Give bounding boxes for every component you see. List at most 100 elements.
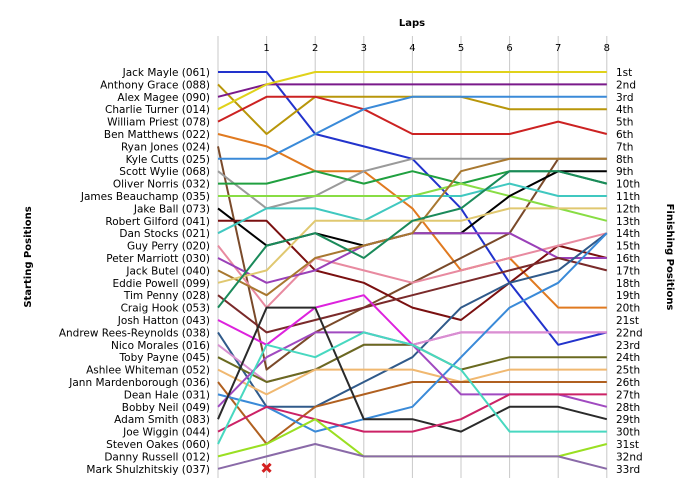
finishing-position-label: 21st [616, 315, 639, 327]
finishing-position-label: 1st [616, 67, 632, 79]
starting-position-label: Charlie Turner (014) [105, 104, 210, 116]
finishing-position-label: 29th [616, 414, 640, 426]
starting-position-label: Bobby Neil (049) [122, 402, 210, 414]
finishing-position-label: 27th [616, 389, 640, 401]
starting-position-label: Steven Oakes (060) [106, 439, 210, 451]
finishing-position-label: 30th [616, 427, 640, 439]
starting-position-label: Toby Payne (045) [119, 352, 210, 364]
starting-position-label: Scott Wylie (068) [119, 166, 210, 178]
starting-position-label: Peter Marriott (030) [106, 253, 210, 265]
x-tick-label: 2 [312, 43, 318, 54]
starting-position-label: Anthony Grace (088) [100, 79, 210, 91]
finishing-position-label: 4th [616, 104, 633, 116]
starting-position-label: Jake Ball (073) [133, 203, 210, 215]
finishing-position-label: 9th [616, 166, 633, 178]
finishing-position-label: 6th [616, 129, 633, 141]
starting-position-label: Guy Perry (020) [127, 241, 210, 253]
driver-line [217, 232, 608, 408]
x-tick-label: 7 [555, 43, 561, 54]
starting-position-label: Nico Morales (016) [111, 340, 210, 352]
driver-line [217, 170, 608, 309]
finishing-position-label: 25th [616, 365, 640, 377]
y-axis-title-right: Finishing Positions [664, 204, 675, 311]
driver-line [218, 219, 608, 321]
x-axis-title: Laps [399, 18, 425, 29]
starting-position-label: Danny Russell (012) [104, 451, 210, 463]
finishing-position-label: 10th [616, 179, 640, 191]
starting-position-label: Josh Hatton (043) [117, 315, 210, 327]
starting-position-label: Alex Magee (090) [117, 92, 210, 104]
finishing-position-label: 28th [616, 402, 640, 414]
starting-position-label: Kyle Cutts (025) [126, 154, 210, 166]
finishing-position-label: 5th [616, 117, 633, 129]
starting-position-label: Adam Smith (083) [114, 414, 210, 426]
starting-labels: Jack Mayle (061)Anthony Grace (088)Alex … [59, 67, 210, 476]
x-tick-label: 1 [263, 43, 269, 54]
starting-position-label: Robert Gilford (041) [105, 216, 210, 228]
starting-position-label: Craig Hook (053) [121, 303, 210, 315]
finishing-position-label: 7th [616, 141, 633, 153]
starting-position-label: William Priest (078) [107, 117, 210, 129]
starting-position-label: Dean Hale (031) [124, 389, 210, 401]
finishing-position-label: 33rd [616, 464, 640, 476]
finishing-position-label: 22nd [616, 327, 643, 339]
driver-line [217, 83, 607, 98]
finishing-position-label: 20th [616, 303, 640, 315]
driver-line [217, 157, 607, 297]
starting-position-label: Eddie Powell (099) [112, 278, 210, 290]
x-tick-label: 6 [506, 43, 512, 54]
starting-position-label: Mark Shulzhitskiy (037) [86, 464, 210, 476]
x-tick-label: 4 [409, 43, 415, 54]
driver-line [217, 71, 607, 111]
driver-line [217, 232, 608, 433]
x-tick-label: 8 [604, 43, 610, 54]
starting-position-label: Ashlee Whiteman (052) [86, 365, 210, 377]
starting-position-label: Ryan Jones (024) [121, 141, 210, 153]
y-axis-title-left: Starting Positions [23, 206, 34, 307]
finishing-position-label: 26th [616, 377, 640, 389]
finishing-position-label: 32nd [616, 451, 643, 463]
driver-line [217, 306, 608, 433]
starting-position-label: James Beauchamp (035) [80, 191, 210, 203]
finishing-position-label: 19th [616, 290, 640, 302]
retired-marker [261, 462, 272, 473]
driver-line [217, 368, 607, 396]
series-lines [217, 71, 608, 470]
finishing-position-label: 23rd [616, 340, 640, 352]
finishing-position-label: 16th [616, 253, 640, 265]
finishing-position-label: 2nd [616, 79, 636, 91]
retired-x-mark [261, 462, 272, 473]
driver-line [217, 182, 607, 235]
finishing-position-label: 14th [616, 228, 640, 240]
finishing-position-label: 12th [616, 203, 640, 215]
finishing-position-label: 15th [616, 241, 640, 253]
starting-position-label: Tim Penny (028) [123, 290, 210, 302]
starting-position-label: Dan Stocks (021) [119, 228, 210, 240]
x-tick-label: 5 [458, 43, 464, 54]
finishing-position-label: 8th [616, 154, 633, 166]
finishing-position-label: 13th [616, 216, 640, 228]
starting-position-label: Andrew Rees-Reynolds (038) [59, 327, 210, 339]
starting-position-label: Jann Mardenborough (036) [68, 377, 210, 389]
starting-position-label: Jack Butel (040) [125, 265, 210, 277]
driver-line [217, 331, 607, 445]
starting-position-label: Ben Matthews (022) [104, 129, 210, 141]
finishing-position-label: 17th [616, 265, 640, 277]
driver-line [217, 381, 607, 445]
driver-line [217, 393, 607, 433]
finishing-position-label: 31st [616, 439, 639, 451]
finishing-position-label: 18th [616, 278, 640, 290]
starting-position-label: Jack Mayle (061) [122, 67, 210, 79]
driver-line [217, 257, 608, 334]
finishing-position-label: 24th [616, 352, 640, 364]
driver-line [217, 443, 608, 470]
finishing-position-label: 3rd [616, 92, 633, 104]
driver-line [218, 95, 607, 160]
starting-position-label: Oliver Norris (032) [113, 179, 210, 191]
finishing-labels: 1st2nd3rd4th5th6th7th8th9th10th11th12th1… [616, 67, 643, 476]
starting-position-label: Joe Wiggin (044) [122, 427, 210, 439]
x-tick-label: 3 [361, 43, 367, 54]
finishing-position-label: 11th [616, 191, 640, 203]
